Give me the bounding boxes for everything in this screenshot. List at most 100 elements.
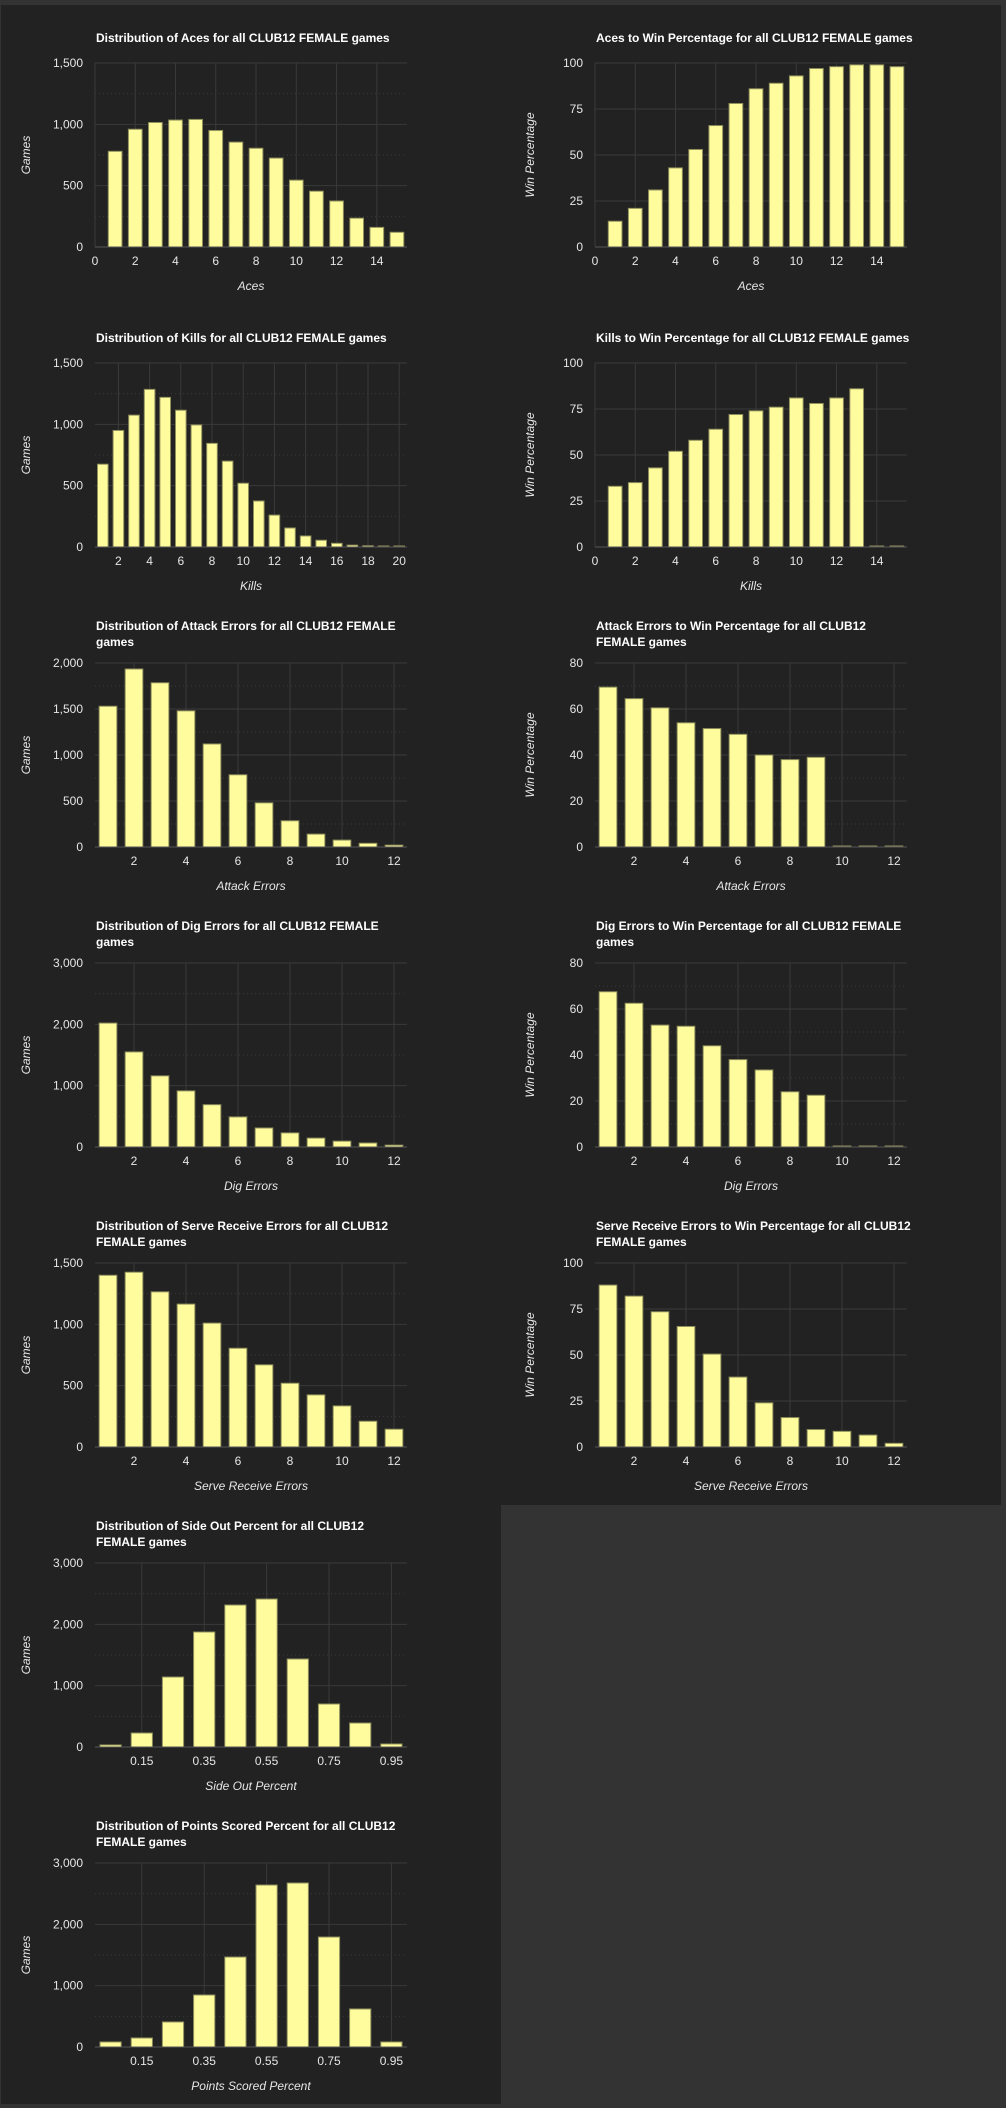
bar[interactable]	[96, 463, 109, 548]
bar[interactable]	[299, 535, 312, 548]
bar[interactable]	[624, 1295, 644, 1448]
bar[interactable]	[889, 66, 905, 248]
bar[interactable]	[648, 189, 663, 248]
bar[interactable]	[98, 1022, 118, 1148]
bar[interactable]	[309, 190, 324, 248]
bar[interactable]	[176, 1303, 196, 1448]
bar[interactable]	[676, 722, 696, 848]
bar[interactable]	[849, 388, 865, 548]
bar[interactable]	[624, 1002, 644, 1148]
bar[interactable]	[193, 1994, 216, 2048]
bar[interactable]	[202, 1322, 222, 1448]
bar[interactable]	[224, 1956, 247, 2048]
bar[interactable]	[317, 1936, 341, 2048]
bar[interactable]	[317, 1703, 341, 1748]
bar[interactable]	[130, 1732, 153, 1748]
bar[interactable]	[809, 68, 824, 248]
bar[interactable]	[598, 1284, 618, 1448]
bar[interactable]	[255, 1884, 278, 2048]
bar[interactable]	[688, 439, 703, 548]
bar[interactable]	[869, 64, 885, 248]
bar[interactable]	[358, 842, 378, 848]
bar[interactable]	[224, 1604, 247, 1748]
bar[interactable]	[98, 1274, 118, 1448]
bar[interactable]	[284, 527, 296, 548]
bar[interactable]	[124, 1271, 144, 1448]
bar[interactable]	[607, 485, 623, 548]
bar[interactable]	[598, 991, 618, 1148]
bar[interactable]	[176, 710, 196, 848]
bar[interactable]	[202, 1104, 222, 1148]
bar[interactable]	[208, 129, 224, 248]
bar[interactable]	[268, 157, 284, 248]
bar[interactable]	[708, 428, 724, 548]
bar[interactable]	[306, 1394, 326, 1448]
bar[interactable]	[124, 668, 144, 848]
bar[interactable]	[315, 539, 328, 548]
bar[interactable]	[254, 1127, 274, 1148]
bar[interactable]	[648, 467, 663, 548]
bar[interactable]	[98, 705, 118, 848]
bar[interactable]	[668, 450, 683, 548]
bar[interactable]	[668, 167, 683, 248]
bar[interactable]	[380, 2041, 403, 2048]
bar[interactable]	[624, 698, 644, 848]
bar[interactable]	[708, 125, 724, 248]
bar[interactable]	[228, 1116, 248, 1148]
bar[interactable]	[255, 1598, 278, 1748]
bar[interactable]	[228, 141, 244, 248]
bar[interactable]	[143, 388, 156, 548]
bar[interactable]	[202, 743, 222, 848]
bar[interactable]	[728, 414, 744, 548]
bar[interactable]	[252, 500, 265, 548]
bar[interactable]	[748, 88, 764, 248]
bar[interactable]	[349, 1722, 372, 1748]
bar[interactable]	[754, 754, 774, 848]
bar[interactable]	[99, 2041, 122, 2048]
bar[interactable]	[780, 1091, 800, 1148]
bar[interactable]	[728, 733, 748, 848]
bar[interactable]	[107, 150, 123, 248]
bar[interactable]	[168, 119, 183, 248]
bar[interactable]	[702, 1045, 722, 1148]
bar[interactable]	[188, 118, 203, 248]
bar[interactable]	[330, 542, 343, 548]
bar[interactable]	[280, 820, 300, 848]
bar[interactable]	[286, 1882, 309, 2048]
bar[interactable]	[358, 1420, 378, 1448]
bar[interactable]	[221, 460, 234, 548]
bar[interactable]	[858, 1434, 878, 1448]
bar[interactable]	[150, 1291, 170, 1448]
bar[interactable]	[128, 414, 140, 548]
bar[interactable]	[768, 406, 784, 548]
bar[interactable]	[112, 429, 125, 548]
bar[interactable]	[159, 396, 172, 548]
bar[interactable]	[254, 1364, 274, 1448]
bar[interactable]	[280, 1382, 300, 1448]
bar[interactable]	[228, 1347, 248, 1448]
bar[interactable]	[832, 1430, 852, 1448]
bar[interactable]	[286, 1658, 309, 1748]
bar[interactable]	[780, 759, 800, 848]
bar[interactable]	[268, 514, 281, 548]
bar[interactable]	[332, 839, 352, 848]
bar[interactable]	[248, 147, 264, 248]
bar[interactable]	[176, 1090, 196, 1148]
bar[interactable]	[806, 1094, 826, 1148]
bar[interactable]	[728, 102, 744, 248]
bar[interactable]	[254, 802, 274, 848]
bar[interactable]	[228, 774, 248, 848]
bar[interactable]	[306, 833, 326, 848]
bar[interactable]	[124, 1051, 144, 1148]
bar[interactable]	[369, 226, 385, 248]
bar[interactable]	[332, 1405, 352, 1448]
bar[interactable]	[676, 1325, 696, 1448]
bar[interactable]	[884, 1442, 904, 1448]
bar[interactable]	[358, 1142, 378, 1148]
bar[interactable]	[829, 66, 844, 248]
bar[interactable]	[174, 409, 187, 548]
bar[interactable]	[190, 424, 203, 548]
bar[interactable]	[161, 1676, 185, 1748]
bar[interactable]	[389, 231, 405, 248]
bar[interactable]	[329, 200, 344, 248]
